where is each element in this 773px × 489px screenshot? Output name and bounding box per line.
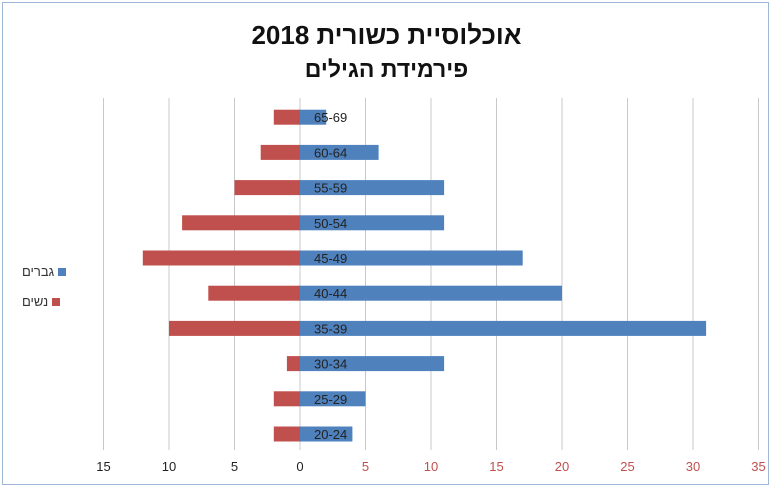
category-label: 20-24	[314, 427, 347, 442]
chart-subtitle: פירמידת הגילים	[304, 56, 469, 82]
x-tick-label: 35	[751, 459, 765, 474]
bar-men	[300, 215, 445, 231]
legend-label-women: נשים	[22, 294, 49, 309]
legend-swatch-women	[52, 297, 61, 306]
category-label: 55-59	[314, 181, 347, 196]
bar-men	[300, 285, 562, 301]
bar-men	[300, 250, 523, 266]
category-label: 25-29	[314, 392, 347, 407]
bar-women	[286, 356, 300, 372]
category-label: 40-44	[314, 286, 347, 301]
bar-women	[142, 250, 300, 266]
bar-men	[300, 320, 707, 336]
x-tick-label: 5	[231, 459, 238, 474]
x-tick-label: 30	[686, 459, 700, 474]
bar-women	[273, 391, 300, 407]
category-label: 35-39	[314, 321, 347, 336]
legend-item-men: גברים	[22, 264, 67, 279]
bar-women	[169, 320, 300, 336]
legend-swatch-men	[58, 267, 67, 276]
x-tick-label: 10	[424, 459, 438, 474]
legend-label-men: גברים	[22, 264, 55, 279]
x-tick-label: 20	[555, 459, 569, 474]
x-tick-label: 25	[620, 459, 634, 474]
bar-women	[273, 109, 300, 125]
bar-men	[300, 426, 353, 442]
x-tick-label: 15	[489, 459, 503, 474]
chart-title: אוכלוסיית כשורית 2018	[251, 20, 522, 50]
x-tick-label: 15	[96, 459, 110, 474]
x-tick-label: 0	[296, 459, 303, 474]
category-label: 50-54	[314, 216, 347, 231]
x-tick-label: 5	[362, 459, 369, 474]
bar-men	[300, 391, 366, 407]
bar-women	[260, 144, 300, 160]
legend-item-women: נשים	[22, 294, 61, 309]
bar-men	[300, 356, 445, 372]
category-label: 60-64	[314, 145, 347, 160]
category-label: 30-34	[314, 357, 347, 372]
bar-men	[300, 180, 445, 196]
bar-women	[273, 426, 300, 442]
bar-women	[182, 215, 300, 231]
category-label: 45-49	[314, 251, 347, 266]
category-label: 65-69	[314, 110, 347, 125]
x-tick-label: 10	[162, 459, 176, 474]
bar-men	[300, 144, 379, 160]
bar-women	[208, 285, 300, 301]
bar-men	[300, 109, 327, 125]
bar-women	[234, 180, 300, 196]
